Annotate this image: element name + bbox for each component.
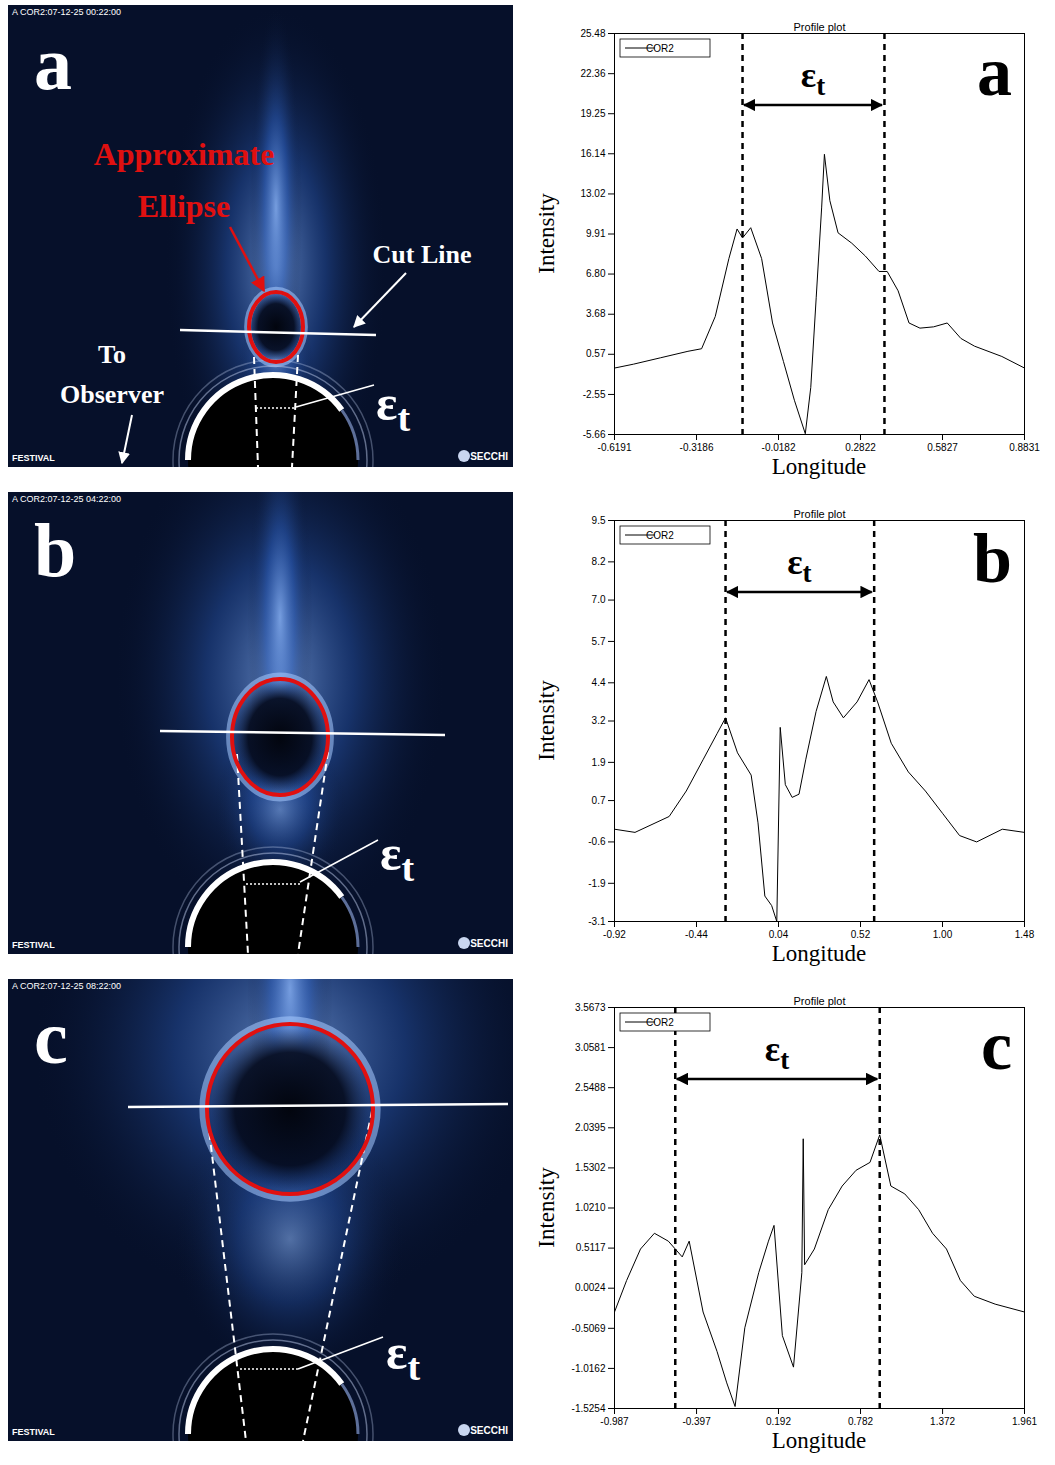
svg-text:SECCHI: SECCHI bbox=[470, 938, 508, 949]
svg-text:c: c bbox=[34, 995, 68, 1079]
svg-text:3.68: 3.68 bbox=[586, 308, 606, 319]
svg-text:Ellipse: Ellipse bbox=[138, 188, 230, 224]
svg-text:9.91: 9.91 bbox=[586, 228, 606, 239]
svg-text:-0.3186: -0.3186 bbox=[680, 442, 714, 453]
svg-text:-0.6191: -0.6191 bbox=[598, 442, 632, 453]
svg-text:b: b bbox=[34, 508, 76, 592]
svg-text:a: a bbox=[977, 33, 1012, 110]
svg-text:1.00: 1.00 bbox=[933, 929, 953, 940]
svg-text:2.5488: 2.5488 bbox=[575, 1082, 606, 1093]
svg-text:3.2: 3.2 bbox=[592, 715, 606, 726]
svg-text:A COR2:07-12-25 04:22:00: A COR2:07-12-25 04:22:00 bbox=[12, 494, 121, 504]
svg-text:-0.6: -0.6 bbox=[588, 836, 606, 847]
svg-text:COR2: COR2 bbox=[646, 1017, 674, 1028]
svg-text:6.80: 6.80 bbox=[586, 268, 606, 279]
svg-text:0.7: 0.7 bbox=[592, 795, 606, 806]
svg-text:Intensity: Intensity bbox=[534, 680, 559, 761]
svg-text:A COR2:07-12-25 08:22:00: A COR2:07-12-25 08:22:00 bbox=[12, 981, 121, 991]
svg-text:0.8831: 0.8831 bbox=[1009, 442, 1040, 453]
svg-text:4.4: 4.4 bbox=[592, 677, 606, 688]
svg-text:13.02: 13.02 bbox=[580, 188, 605, 199]
svg-text:SECCHI: SECCHI bbox=[470, 1425, 508, 1436]
svg-text:εt: εt bbox=[380, 825, 414, 889]
svg-text:0.52: 0.52 bbox=[851, 929, 871, 940]
svg-text:Intensity: Intensity bbox=[534, 193, 559, 274]
svg-text:-0.44: -0.44 bbox=[685, 929, 708, 940]
svg-text:εt: εt bbox=[376, 375, 410, 439]
svg-text:1.5302: 1.5302 bbox=[575, 1162, 606, 1173]
svg-text:εt: εt bbox=[386, 1324, 420, 1388]
svg-text:0.192: 0.192 bbox=[766, 1416, 791, 1427]
svg-text:-3.1: -3.1 bbox=[588, 916, 606, 927]
svg-text:0.2822: 0.2822 bbox=[845, 442, 876, 453]
svg-text:8.2: 8.2 bbox=[592, 556, 606, 567]
svg-text:25.48: 25.48 bbox=[580, 28, 605, 39]
svg-text:Longitude: Longitude bbox=[772, 941, 867, 966]
svg-text:1.9: 1.9 bbox=[592, 757, 606, 768]
svg-text:-1.5254: -1.5254 bbox=[572, 1403, 606, 1414]
svg-text:A COR2:07-12-25 00:22:00: A COR2:07-12-25 00:22:00 bbox=[12, 7, 121, 17]
svg-text:εt: εt bbox=[801, 55, 825, 101]
svg-text:Profile plot: Profile plot bbox=[794, 21, 846, 33]
svg-text:5.7: 5.7 bbox=[592, 636, 606, 647]
svg-text:16.14: 16.14 bbox=[580, 148, 605, 159]
svg-text:εt: εt bbox=[765, 1029, 789, 1075]
svg-text:3.0581: 3.0581 bbox=[575, 1042, 606, 1053]
svg-text:Profile plot: Profile plot bbox=[794, 995, 846, 1007]
svg-text:0.0024: 0.0024 bbox=[575, 1282, 606, 1293]
svg-text:COR2: COR2 bbox=[646, 530, 674, 541]
svg-text:-0.0182: -0.0182 bbox=[762, 442, 796, 453]
svg-text:1.961: 1.961 bbox=[1012, 1416, 1037, 1427]
svg-text:19.25: 19.25 bbox=[580, 108, 605, 119]
svg-text:-2.55: -2.55 bbox=[583, 389, 606, 400]
svg-text:c: c bbox=[981, 1007, 1012, 1084]
svg-text:7.0: 7.0 bbox=[592, 594, 606, 605]
svg-text:-0.987: -0.987 bbox=[600, 1416, 629, 1427]
svg-text:0.5827: 0.5827 bbox=[927, 442, 958, 453]
svg-text:a: a bbox=[34, 21, 72, 105]
svg-text:1.48: 1.48 bbox=[1015, 929, 1035, 940]
svg-text:0.782: 0.782 bbox=[848, 1416, 873, 1427]
svg-text:εt: εt bbox=[787, 542, 811, 588]
svg-text:FESTIVAL: FESTIVAL bbox=[12, 940, 55, 950]
svg-text:SECCHI: SECCHI bbox=[470, 451, 508, 462]
svg-text:Longitude: Longitude bbox=[772, 1428, 867, 1453]
svg-text:-1.9: -1.9 bbox=[588, 878, 606, 889]
svg-text:-1.0162: -1.0162 bbox=[572, 1363, 606, 1374]
svg-text:22.36: 22.36 bbox=[580, 68, 605, 79]
svg-text:0.04: 0.04 bbox=[769, 929, 789, 940]
svg-text:9.5: 9.5 bbox=[592, 515, 606, 526]
svg-text:-0.5069: -0.5069 bbox=[572, 1323, 606, 1334]
svg-text:Cut Line: Cut Line bbox=[373, 240, 472, 269]
svg-text:-0.92: -0.92 bbox=[603, 929, 626, 940]
svg-text:-0.397: -0.397 bbox=[682, 1416, 711, 1427]
svg-text:Approximate: Approximate bbox=[94, 136, 275, 172]
svg-text:1.0210: 1.0210 bbox=[575, 1202, 606, 1213]
svg-text:3.5673: 3.5673 bbox=[575, 1002, 606, 1013]
svg-text:Intensity: Intensity bbox=[534, 1167, 559, 1248]
svg-text:Profile plot: Profile plot bbox=[794, 508, 846, 520]
svg-text:Observer: Observer bbox=[60, 380, 164, 409]
svg-text:COR2: COR2 bbox=[646, 43, 674, 54]
svg-text:FESTIVAL: FESTIVAL bbox=[12, 1427, 55, 1437]
svg-text:1.372: 1.372 bbox=[930, 1416, 955, 1427]
svg-text:FESTIVAL: FESTIVAL bbox=[12, 453, 55, 463]
svg-text:0.5117: 0.5117 bbox=[576, 1242, 606, 1253]
svg-text:0.57: 0.57 bbox=[586, 348, 606, 359]
svg-text:b: b bbox=[973, 520, 1012, 597]
svg-text:2.0395: 2.0395 bbox=[575, 1122, 606, 1133]
svg-text:-5.66: -5.66 bbox=[583, 429, 606, 440]
svg-text:To: To bbox=[98, 340, 126, 369]
svg-text:Longitude: Longitude bbox=[772, 454, 867, 479]
